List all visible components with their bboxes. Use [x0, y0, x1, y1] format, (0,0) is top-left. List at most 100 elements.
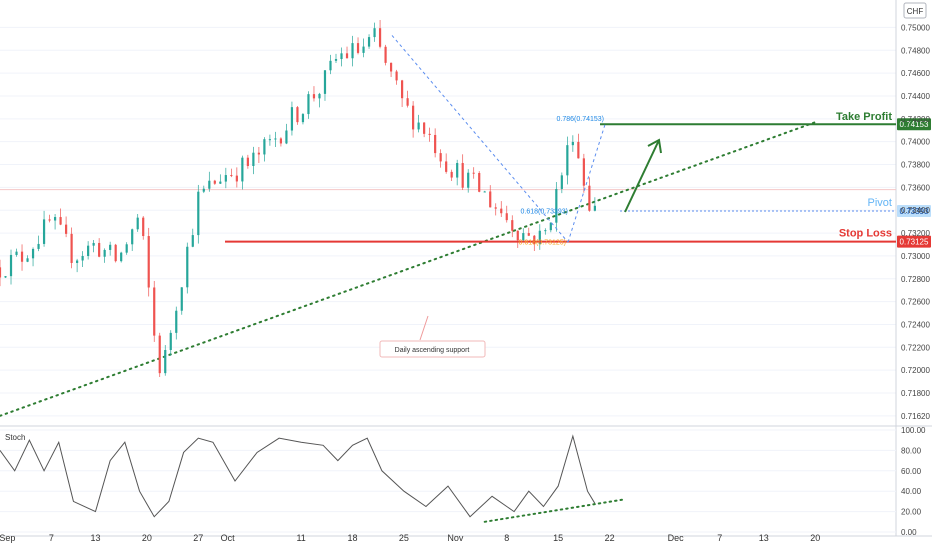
candle-body [445, 161, 448, 172]
candle-body [175, 310, 178, 333]
time-tick-label: 15 [553, 533, 563, 543]
candle-body [395, 71, 398, 81]
candle-body [180, 287, 183, 311]
price-tick-label: 0.71620 [901, 412, 930, 421]
candle-body [489, 191, 492, 208]
candle-body [577, 141, 580, 159]
take-profit-badge-text: 0.74153 [900, 120, 929, 129]
candle-body [290, 107, 294, 131]
candle-body [428, 133, 431, 135]
candle-body [555, 188, 558, 223]
candle-body [571, 141, 574, 146]
price-tick-label: 0.74800 [901, 46, 930, 55]
candle-body [378, 28, 382, 47]
candle-body [323, 70, 327, 94]
candle-body [412, 105, 415, 130]
candle-body [544, 230, 547, 232]
candle-body [142, 217, 145, 237]
candle-body [219, 181, 222, 184]
stoch-title: Stoch [5, 433, 25, 442]
callout-leader [419, 315, 429, 341]
candle-body [136, 217, 139, 230]
candle-body [59, 217, 62, 225]
candle-body [472, 172, 475, 174]
candle-body [274, 138, 277, 140]
candle-body [400, 80, 404, 99]
candle-body [351, 43, 354, 59]
price-tick-label: 0.73800 [901, 161, 930, 170]
candle-body [191, 235, 194, 247]
time-tick-label: 22 [605, 533, 615, 543]
candle-body [241, 157, 244, 182]
candle-body [533, 235, 536, 245]
stop-loss-badge-text: 0.73125 [900, 238, 929, 247]
stoch-line [0, 434, 596, 518]
candle-body [147, 236, 150, 288]
projection-arrowhead [647, 138, 662, 154]
candle-body [230, 175, 233, 177]
candle-body [467, 172, 470, 188]
stoch-tick-label: 20.00 [901, 508, 922, 517]
candle-body [0, 267, 2, 278]
pivot-badge-text: 0.73393 [900, 207, 929, 216]
candle-body [389, 62, 393, 72]
candle-body [417, 122, 420, 130]
stoch-tick-label: 60.00 [901, 467, 922, 476]
candle-body [423, 122, 426, 134]
candle-body [158, 335, 161, 374]
candle-body [318, 93, 321, 99]
candle-body [362, 46, 365, 53]
price-tick-label: 0.72600 [901, 298, 930, 307]
projection-arrow [624, 139, 660, 213]
stoch-tick-label: 100.00 [901, 426, 926, 435]
take-profit-badge [897, 118, 931, 131]
candle-body [307, 94, 310, 115]
candle-body [9, 254, 13, 277]
candle-body [114, 244, 117, 262]
candle-body [186, 246, 189, 288]
candle-body [439, 153, 442, 162]
candle-body [279, 138, 283, 144]
candle-body [456, 162, 459, 178]
price-tick-label: 0.75000 [901, 23, 930, 32]
callout-box [379, 340, 486, 358]
time-tick-label: 11 [296, 533, 305, 543]
candle-body [208, 180, 211, 189]
candle-body [588, 185, 591, 211]
candle-body [538, 230, 541, 245]
candle-body [301, 114, 305, 123]
price-tick-label: 0.72000 [901, 366, 930, 375]
candle-body [153, 287, 156, 336]
candle-body [120, 252, 123, 262]
time-tick-label: 8 [504, 533, 509, 543]
candle-body [478, 173, 481, 192]
candle-body [92, 242, 95, 246]
candle-body [516, 230, 519, 241]
time-tick-label: 13 [759, 533, 769, 543]
price-tick-label: 0.71800 [901, 389, 930, 398]
candle-body [202, 188, 205, 192]
candle-body [560, 175, 563, 189]
candle-body [434, 134, 437, 154]
candle-body [15, 251, 18, 255]
candle-body [373, 28, 376, 38]
stoch-tick-label: 0.00 [901, 528, 917, 537]
candle-body [505, 213, 508, 221]
time-tick-label: 20 [810, 533, 820, 543]
candle-body [103, 249, 106, 257]
fib-range-line [391, 35, 569, 243]
time-tick-label: Dec [668, 533, 685, 543]
candle-body [235, 175, 238, 182]
candle-body [53, 217, 57, 221]
support-callout-label: Daily ascending support [395, 347, 470, 354]
candle-body [461, 162, 464, 188]
candle-body [500, 208, 503, 214]
take-profit-label: Take Profit [836, 111, 892, 123]
price-tick-label: 0.74400 [901, 92, 930, 101]
candle-body [169, 332, 172, 351]
candle-body [285, 130, 288, 144]
ascending-support-line [0, 121, 817, 417]
fib-label-mid: 0.618(0.73393) [521, 209, 568, 216]
price-tick-label: 0.73200 [901, 229, 930, 238]
candle-body [384, 46, 387, 63]
